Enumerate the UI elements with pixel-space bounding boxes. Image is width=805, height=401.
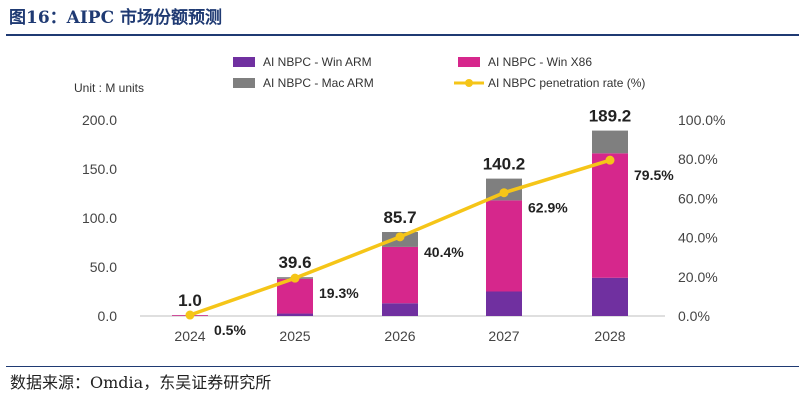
penetration-label: 19.3%	[319, 285, 359, 301]
source-note: 数据来源：Omdia，东吴证券研究所	[10, 373, 272, 392]
y-left-tick-label: 100.0	[82, 210, 117, 226]
x-tick-label: 2028	[594, 328, 625, 344]
penetration-point	[605, 155, 615, 165]
legend-win-x86-label: AI NBPC - Win X86	[488, 55, 592, 69]
bar-segment-mac-arm	[592, 130, 628, 154]
y-right-tick-label: 100.0%	[678, 112, 725, 128]
bar-segment-win-x86	[382, 246, 418, 304]
title-rule	[6, 34, 799, 36]
bar-segment-win-arm	[592, 277, 628, 316]
legend-win-arm-swatch	[233, 57, 255, 67]
bar-segment-win-x86	[486, 200, 522, 292]
bar-total-label: 140.2	[483, 155, 526, 174]
y-right-tick-label: 40.0%	[678, 230, 718, 246]
y-left-tick-label: 200.0	[82, 112, 117, 128]
y-left-tick-label: 50.0	[90, 259, 117, 275]
figure-title: 图16：AIPC 市场份额预测	[9, 8, 223, 28]
y-left-tick-label: 150.0	[82, 161, 117, 177]
x-tick-label: 2027	[488, 328, 519, 344]
bar-segment-win-arm	[486, 291, 522, 316]
x-tick-label: 2025	[279, 328, 310, 344]
y-right-tick-label: 0.0%	[678, 308, 710, 324]
legend-mac-arm-swatch	[233, 78, 255, 88]
bar-total-label: 85.7	[383, 208, 416, 227]
penetration-label: 62.9%	[528, 200, 568, 216]
legend-win-x86-swatch	[458, 57, 480, 67]
penetration-label: 40.4%	[424, 244, 464, 260]
y-right-tick-label: 20.0%	[678, 269, 718, 285]
y-right-tick-label: 60.0%	[678, 190, 718, 206]
bar-segment-win-arm	[382, 303, 418, 316]
bar-segment-win-x86	[277, 278, 313, 314]
legend-penetration-rate-label: AI NBPC penetration rate (%)	[488, 76, 645, 90]
penetration-point	[185, 310, 195, 320]
bar-total-label: 39.6	[278, 253, 311, 272]
x-tick-label: 2026	[384, 328, 415, 344]
penetration-label: 0.5%	[214, 322, 246, 338]
legend-penetration-rate-marker	[465, 79, 473, 87]
bar-total-label: 1.0	[178, 291, 202, 310]
stacked-bar-line-chart: Unit : M units AI NBPC - Win ARM AI NBPC -…	[74, 55, 725, 344]
penetration-point	[395, 232, 405, 242]
source-rule	[6, 366, 799, 367]
y-right-tick-label: 80.0%	[678, 151, 718, 167]
penetration-point	[499, 188, 509, 198]
penetration-point	[290, 273, 300, 283]
y-left-tick-label: 0.0	[98, 308, 118, 324]
unit-label: Unit : M units	[74, 81, 144, 95]
penetration-label: 79.5%	[634, 167, 674, 183]
legend-win-arm-label: AI NBPC - Win ARM	[263, 55, 372, 69]
bar-segment-win-arm	[277, 313, 313, 316]
bar-segment-win-x86	[592, 153, 628, 278]
x-tick-label: 2024	[174, 328, 205, 344]
bar-total-label: 189.2	[589, 107, 632, 126]
legend-mac-arm-label: AI NBPC - Mac ARM	[263, 76, 374, 90]
